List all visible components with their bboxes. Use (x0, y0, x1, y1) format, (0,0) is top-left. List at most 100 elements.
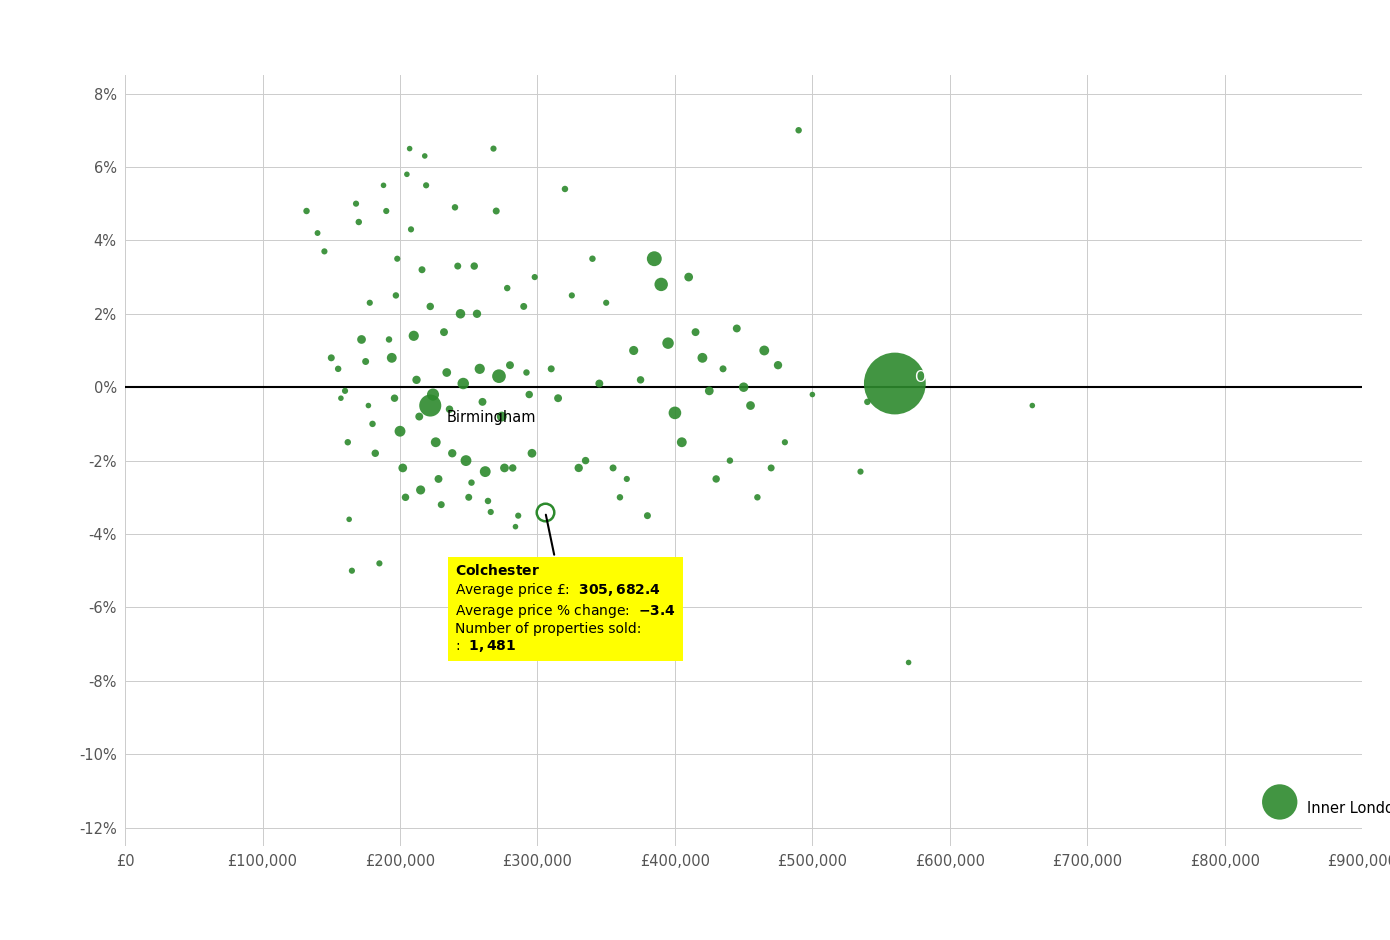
Point (361, 416, 384, 431)
Point (313, 243, 335, 258)
Point (567, 461, 589, 476)
Point (516, 365, 538, 380)
Point (359, 295, 381, 310)
Point (739, 398, 762, 413)
Point (452, 376, 474, 391)
Point (420, 398, 442, 413)
Point (496, 280, 518, 295)
Point (581, 251, 603, 266)
Point (637, 509, 659, 524)
Point (329, 391, 352, 406)
Point (609, 490, 631, 505)
Point (460, 475, 482, 490)
Point (471, 395, 493, 410)
Point (378, 332, 400, 347)
Point (884, 376, 906, 391)
Point (488, 368, 510, 384)
Point (482, 141, 505, 156)
Point (446, 258, 468, 274)
Point (466, 306, 488, 321)
Point (438, 401, 460, 416)
Point (753, 343, 776, 358)
Point (491, 409, 513, 424)
Point (505, 519, 527, 534)
Point (553, 181, 575, 196)
Point (760, 461, 783, 476)
Point (443, 200, 466, 215)
Point (368, 556, 391, 571)
Point (345, 196, 367, 212)
Point (411, 262, 434, 277)
Point (898, 655, 920, 670)
Point (623, 343, 645, 358)
Point (1269, 794, 1291, 809)
Point (406, 372, 428, 387)
Text: Outer London: Outer London (916, 369, 1016, 384)
Point (430, 497, 452, 512)
Point (651, 277, 673, 292)
Point (384, 391, 406, 406)
Point (474, 464, 496, 479)
Point (336, 434, 359, 449)
Point (416, 178, 438, 193)
Point (746, 490, 769, 505)
Point (788, 123, 810, 138)
Point (468, 361, 491, 376)
Point (733, 380, 755, 395)
Point (455, 453, 477, 468)
Point (560, 288, 582, 303)
Point (457, 490, 480, 505)
Point (502, 461, 524, 476)
Point (513, 299, 535, 314)
Point (341, 563, 363, 578)
Point (424, 434, 446, 449)
Point (485, 203, 507, 218)
Point (386, 251, 409, 266)
Point (403, 328, 425, 343)
Point (306, 226, 328, 241)
Text: $\bf{Colchester}$
Average price £:  $\bf{305,682.4}$
Average price % change:  $\: $\bf{Colchester}$ Average price £: $\bf{… (455, 515, 676, 654)
Point (410, 482, 432, 497)
Point (296, 203, 318, 218)
Point (357, 398, 379, 413)
Point (396, 166, 418, 181)
Point (427, 472, 449, 487)
Point (507, 509, 530, 524)
Point (435, 365, 457, 380)
Point (1022, 398, 1044, 413)
Point (399, 141, 421, 156)
Point (375, 203, 398, 218)
Point (381, 351, 403, 366)
Point (364, 446, 386, 461)
Point (423, 387, 445, 402)
Point (767, 357, 790, 372)
Point (574, 453, 596, 468)
Point (588, 376, 610, 391)
Point (698, 384, 720, 399)
Point (480, 505, 502, 520)
Point (348, 214, 370, 229)
Point (392, 461, 414, 476)
Point (856, 395, 878, 410)
Point (684, 324, 706, 339)
Point (705, 472, 727, 487)
Point (385, 288, 407, 303)
Point (409, 409, 431, 424)
Point (354, 354, 377, 369)
Point (373, 178, 395, 193)
Point (602, 461, 624, 476)
Point (395, 490, 417, 505)
Point (521, 446, 543, 461)
Point (441, 446, 463, 461)
Point (774, 434, 796, 449)
Point (420, 299, 442, 314)
Point (327, 361, 349, 376)
Point (719, 453, 741, 468)
Point (644, 251, 666, 266)
Point (334, 384, 356, 399)
Point (449, 306, 471, 321)
Point (389, 424, 411, 439)
Point (432, 324, 455, 339)
Point (664, 405, 687, 420)
Point (518, 387, 541, 402)
